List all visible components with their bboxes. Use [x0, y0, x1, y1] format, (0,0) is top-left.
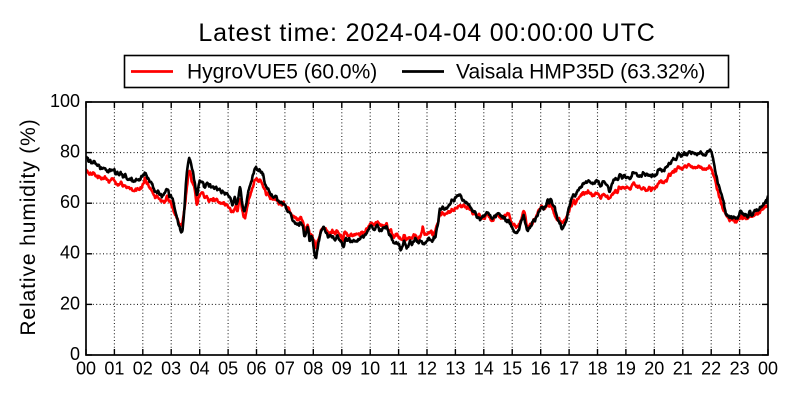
svg-text:03: 03 — [161, 359, 181, 379]
svg-text:HygroVUE5 (60.0%): HygroVUE5 (60.0%) — [187, 61, 377, 84]
svg-text:17: 17 — [559, 359, 579, 379]
svg-text:04: 04 — [190, 359, 210, 379]
svg-text:16: 16 — [531, 359, 551, 379]
svg-text:23: 23 — [730, 359, 750, 379]
svg-text:18: 18 — [587, 359, 607, 379]
svg-text:05: 05 — [218, 359, 238, 379]
svg-text:02: 02 — [133, 359, 153, 379]
svg-text:12: 12 — [417, 359, 437, 379]
svg-text:60: 60 — [60, 192, 80, 212]
svg-text:07: 07 — [275, 359, 295, 379]
svg-text:80: 80 — [60, 142, 80, 162]
svg-text:06: 06 — [246, 359, 266, 379]
svg-text:Latest time: 2024-04-04 00:00:: Latest time: 2024-04-04 00:00:00 UTC — [198, 19, 655, 47]
svg-text:Relative humidity (%): Relative humidity (%) — [17, 118, 40, 335]
svg-text:13: 13 — [445, 359, 465, 379]
svg-text:11: 11 — [389, 359, 408, 379]
svg-text:100: 100 — [50, 91, 80, 111]
svg-text:21: 21 — [673, 359, 693, 379]
svg-text:01: 01 — [104, 359, 124, 379]
svg-text:09: 09 — [332, 359, 352, 379]
svg-text:00: 00 — [758, 359, 778, 379]
svg-text:19: 19 — [616, 359, 636, 379]
svg-text:40: 40 — [60, 243, 80, 263]
svg-text:15: 15 — [502, 359, 522, 379]
svg-text:20: 20 — [644, 359, 664, 379]
svg-text:0: 0 — [70, 344, 80, 364]
svg-text:22: 22 — [701, 359, 721, 379]
svg-text:Vaisala HMP35D (63.32%): Vaisala HMP35D (63.32%) — [456, 61, 705, 84]
svg-text:20: 20 — [60, 293, 80, 313]
svg-text:00: 00 — [76, 359, 96, 379]
svg-text:08: 08 — [303, 359, 323, 379]
svg-text:14: 14 — [474, 359, 494, 379]
svg-text:10: 10 — [360, 359, 380, 379]
